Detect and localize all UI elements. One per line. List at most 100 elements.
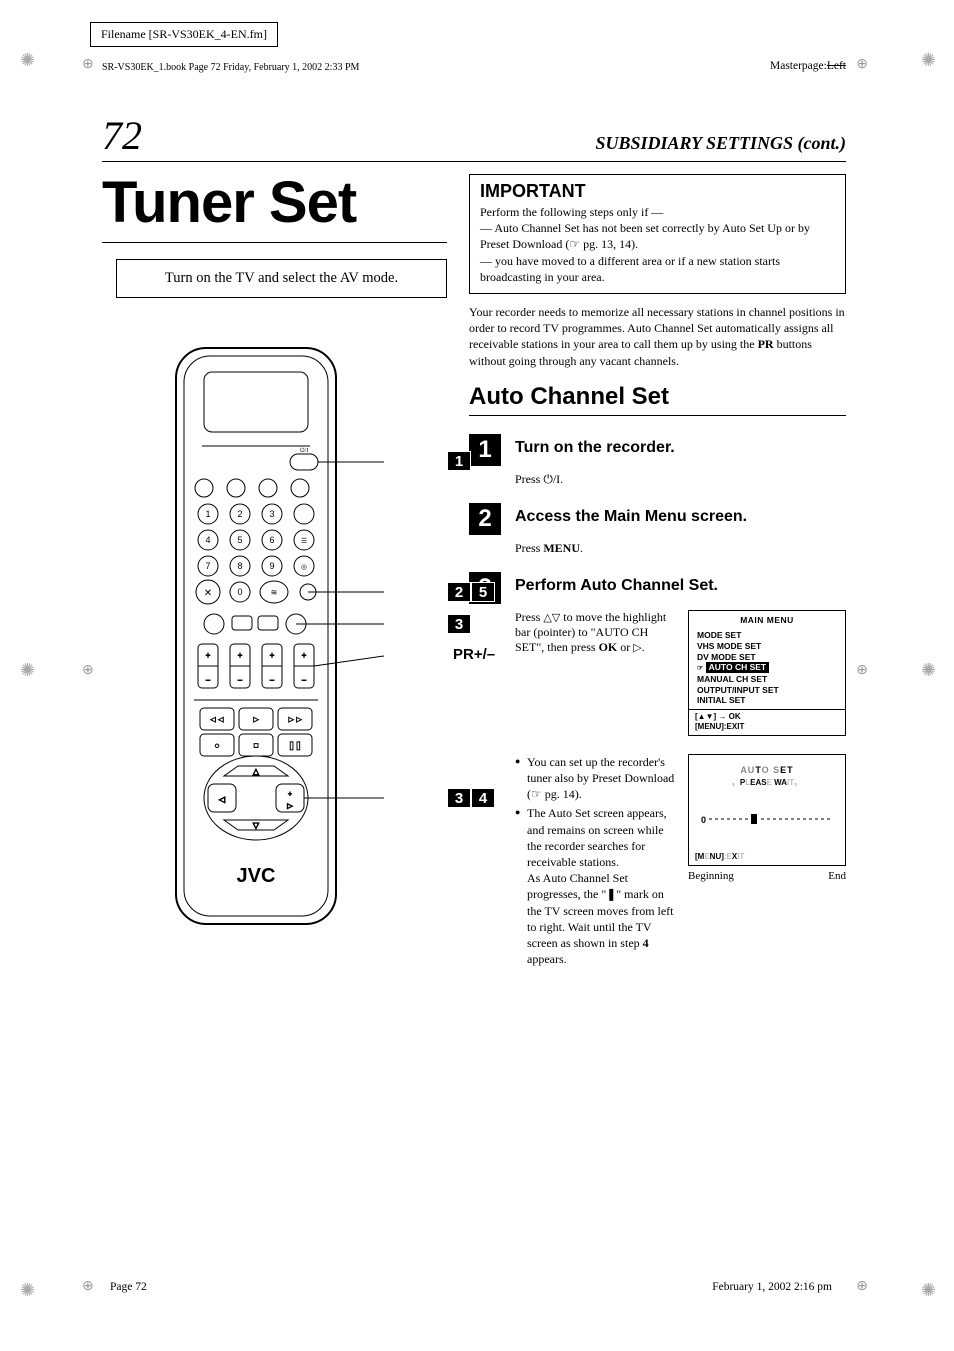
menu-title: MAIN MENU (689, 611, 845, 629)
reg-mark-icon: ⊕ (82, 56, 94, 73)
progress-labels: Beginning End (688, 870, 846, 882)
svg-text:4: 4 (205, 535, 210, 545)
intro-para: Your recorder needs to memorize all nece… (469, 304, 846, 369)
content-area: 72 SUBSIDIARY SETTINGS (cont.) Tuner Set… (102, 112, 846, 970)
svg-text:≋: ≋ (271, 588, 278, 597)
svg-text:△: △ (253, 767, 260, 776)
svg-text:+: + (288, 790, 292, 798)
svg-text:▽: ▽ (253, 821, 260, 830)
footer-page: Page 72 (110, 1281, 147, 1293)
menu-item: VHS MODE SET (697, 641, 837, 652)
callout-2-5: 25 (447, 582, 495, 602)
auto-channel-set-heading: Auto Channel Set (469, 383, 846, 416)
step-1: 1 Turn on the recorder. (469, 434, 846, 466)
svg-text:✕: ✕ (204, 588, 212, 599)
svg-text:⏻/I: ⏻/I (300, 447, 308, 454)
svg-text:●: ● (215, 741, 220, 750)
menu-item: OUTPUT/INPUT SET (697, 685, 837, 696)
svg-text:2: 2 (237, 509, 242, 519)
important-box: IMPORTANT Perform the following steps on… (469, 174, 846, 294)
masterpage-label: Masterpage:Left (770, 60, 846, 72)
reg-mark-icon: ⊕ (82, 662, 94, 679)
progress-wrap: AUTO SET 〟PLEASE WAIT〟 0 [MENU]:E (688, 754, 846, 970)
progress-footer: [MENU]:EXIT (695, 852, 744, 861)
reg-mark-icon: ⊕ (856, 1278, 868, 1295)
progress-title: AUTO SET (689, 755, 845, 775)
remote-svg: ⏻/I 1 2 3 4 5 (174, 346, 384, 926)
header-row: 72 SUBSIDIARY SETTINGS (cont.) (102, 112, 846, 162)
svg-text:►►: ►► (287, 715, 303, 724)
svg-text:◁: ◁ (219, 795, 226, 804)
menu-item-selected: ☞ AUTO CH SET (697, 662, 837, 674)
crop-mark-icon: ✺ (921, 660, 936, 681)
important-l1: Perform the following steps only if — (480, 204, 835, 220)
crop-mark-icon: ✺ (921, 1280, 936, 1301)
important-l2: — Auto Channel Set has not been set corr… (480, 220, 835, 252)
step-title-2: Access the Main Menu screen. (515, 503, 747, 526)
crop-mark-icon: ✺ (20, 50, 35, 71)
brand-logo: JVC (237, 865, 276, 887)
svg-text:+: + (270, 651, 275, 660)
svg-text:◎: ◎ (301, 564, 307, 571)
crop-mark-icon: ✺ (921, 50, 936, 71)
step3-row2: You can set up the recorder's tuner also… (515, 754, 846, 970)
manual-page: ✺ ✺ ✺ ✺ ✺ ✺ ⊕ ⊕ ⊕ ⊕ ⊕ ⊕ Filename [SR-VS3… (0, 0, 954, 1351)
menu-item: INITIAL SET (697, 695, 837, 706)
reg-mark-icon: ⊕ (856, 662, 868, 679)
progress-bar: 0 (701, 811, 833, 825)
bullet-item: The Auto Set screen appears, and remains… (515, 805, 678, 967)
left-column: Tuner Set Turn on the TV and select the … (102, 174, 447, 970)
crop-mark-icon: ✺ (20, 1280, 35, 1301)
svg-text:6: 6 (269, 535, 274, 545)
progress-wait: 〟PLEASE WAIT〟 (689, 777, 845, 788)
menu-footer: [▲▼] → OK [MENU]:EXIT (689, 709, 845, 735)
svg-text:5: 5 (237, 535, 242, 545)
important-heading: IMPORTANT (480, 181, 835, 202)
svg-text:+: + (302, 651, 307, 660)
step3-text: Press △▽ to move the highlight bar (poin… (515, 610, 678, 736)
svg-text:0: 0 (237, 587, 242, 597)
svg-text:+: + (238, 651, 243, 660)
filename-label: Filename [SR-VS30EK_4-EN.fm] (90, 22, 278, 47)
reg-mark-icon: ⊕ (82, 1278, 94, 1295)
main-menu-screen: MAIN MENU MODE SET VHS MODE SET DV MODE … (688, 610, 846, 736)
important-l3: — you have moved to a different area or … (480, 253, 835, 285)
section-heading: SUBSIDIARY SETTINGS (cont.) (595, 133, 846, 154)
reg-mark-icon: ⊕ (856, 56, 868, 73)
menu-item: DV MODE SET (697, 652, 837, 663)
footer-date: February 1, 2002 2:16 pm (712, 1281, 832, 1293)
remote-illustration: ⏻/I 1 2 3 4 5 (102, 346, 447, 946)
step-title-3: Perform Auto Channel Set. (515, 572, 718, 595)
menu-items: MODE SET VHS MODE SET DV MODE SET ☞ AUTO… (689, 628, 845, 709)
svg-text:◄◄: ◄◄ (209, 715, 225, 724)
svg-text:7: 7 (205, 561, 210, 571)
svg-text:■: ■ (254, 741, 259, 750)
svg-text:☰: ☰ (301, 538, 307, 545)
end-label: End (828, 870, 846, 882)
callout-pr: PR+/– (447, 646, 495, 663)
svg-text:0: 0 (701, 815, 706, 825)
step-num-2: 2 (469, 503, 501, 535)
menu-item: MODE SET (697, 630, 837, 641)
step-body-1: Press ⏻/I. (515, 472, 846, 487)
footer: Page 72 February 1, 2002 2:16 pm (110, 1281, 832, 1293)
right-column: IMPORTANT Perform the following steps on… (469, 174, 846, 970)
callout-3: 3 (447, 614, 471, 634)
step-num-1: 1 (469, 434, 501, 466)
svg-text:+: + (206, 651, 211, 660)
menu-item: MANUAL CH SET (697, 674, 837, 685)
auto-set-screen: AUTO SET 〟PLEASE WAIT〟 0 [MENU]:E (688, 754, 846, 866)
step-title-1: Turn on the recorder. (515, 434, 675, 457)
svg-text:❚❚: ❚❚ (288, 741, 301, 750)
bookinfo-label: SR-VS30EK_1.book Page 72 Friday, Februar… (102, 62, 359, 73)
step-body-2: Press MENU. (515, 541, 846, 556)
page-number: 72 (102, 112, 142, 159)
bullet-item: You can set up the recorder's tuner also… (515, 754, 678, 803)
svg-text:9: 9 (269, 561, 274, 571)
two-columns: Tuner Set Turn on the TV and select the … (102, 174, 846, 970)
step-3: 3 Perform Auto Channel Set. (469, 572, 846, 604)
masterpage-strike: Left (827, 60, 846, 72)
step3-row1: Press △▽ to move the highlight bar (poin… (515, 610, 846, 736)
svg-text:3: 3 (269, 509, 274, 519)
step-2: 2 Access the Main Menu screen. (469, 503, 846, 535)
